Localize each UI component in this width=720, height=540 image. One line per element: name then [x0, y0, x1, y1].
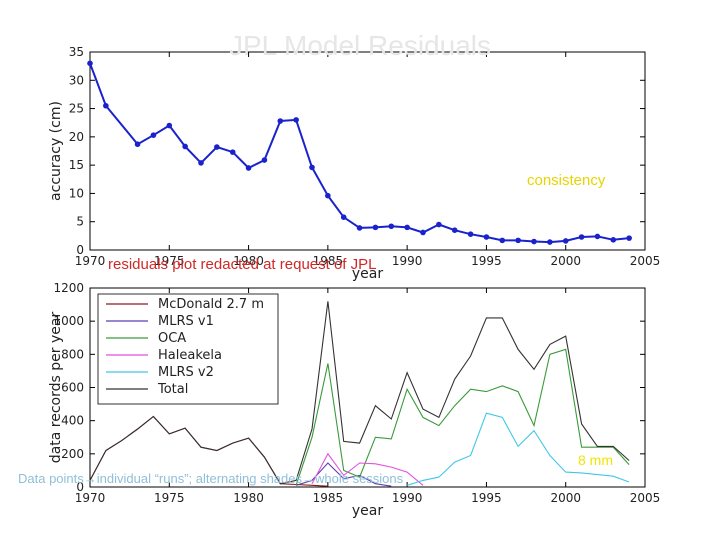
accuracy-x-tick-label: 1985 [313, 254, 344, 268]
accuracy-data-point [388, 223, 395, 230]
accuracy-data-point [436, 221, 442, 228]
consistency-annotation: consistency [527, 172, 606, 189]
haleakela-series-line [311, 452, 424, 486]
accuracy-data-point [325, 192, 331, 199]
accuracy-data-point [499, 237, 506, 244]
accuracy-data-point [356, 225, 363, 231]
accuracy-series-line [89, 62, 630, 244]
accuracy-data-point [182, 143, 188, 150]
accuracy-data-point [594, 233, 601, 240]
accuracy-data-point [261, 157, 268, 163]
accuracy-data-point [134, 141, 141, 148]
caption-annotation: Data points→individual “runs”; alternati… [18, 471, 404, 486]
total-series-line [89, 301, 630, 485]
accuracy-y-tick-label: 25 [69, 102, 84, 116]
records-y-tick-label: 600 [61, 381, 84, 395]
records-x-tick-label: 1970 [75, 491, 106, 505]
legend-entry: Haleakela [158, 348, 222, 363]
legend-box [97, 293, 279, 405]
accuracy-data-point [150, 132, 157, 138]
accuracy-x-tick-label: 1975 [154, 254, 185, 268]
accuracy-plot-frame [89, 51, 646, 251]
records-x-tick-label: 1975 [154, 491, 185, 505]
records-y-tick-label: 400 [61, 414, 84, 428]
accuracy-y-tick-label: 30 [69, 73, 84, 87]
accuracy-data-point [103, 102, 109, 109]
accuracy-data-point [578, 234, 585, 240]
records-y-tick-label: 200 [61, 447, 84, 461]
accuracy-data-point [404, 224, 410, 231]
legend-entry: McDonald 2.7 m [158, 297, 264, 312]
accuracy-data-point [87, 60, 93, 67]
accuracy-y-tick-label: 5 [76, 215, 84, 229]
legend-entry: MLRS v1 [158, 314, 214, 329]
mlrs-v2-series-line [406, 412, 630, 486]
accuracy-data-point [531, 238, 537, 245]
records-x-tick-label: 1980 [233, 491, 264, 505]
records-x-tick-label: 1995 [471, 491, 502, 505]
accuracy-data-point [483, 234, 490, 240]
accuracy-data-point [451, 227, 458, 233]
redaction-notice: residuals plot redacted at request of JP… [108, 256, 377, 273]
legend-entry: Total [157, 382, 188, 397]
accuracy-x-tick-label: 2005 [630, 254, 661, 268]
accuracy-y-axis-label: accuracy (cm) [48, 101, 64, 201]
legend-entry: MLRS v2 [158, 365, 214, 380]
accuracy-data-point [166, 122, 173, 129]
accuracy-data-point [547, 239, 553, 245]
records-x-tick-label: 2000 [550, 491, 581, 505]
accuracy-y-tick-label: 10 [69, 186, 84, 200]
accuracy-data-point [610, 237, 617, 243]
accuracy-y-tick-label: 15 [69, 158, 84, 172]
accuracy-data-point [340, 214, 347, 220]
accuracy-data-point [309, 164, 315, 171]
accuracy-data-point [277, 118, 284, 124]
records-y-tick-label: 1000 [53, 314, 84, 328]
records-y-axis-label: data records per year [48, 312, 64, 464]
records-y-tick-label: 0 [76, 480, 84, 494]
accuracy-data-point [198, 160, 204, 166]
accuracy-x-tick-label: 1970 [75, 254, 106, 268]
accuracy-data-point [467, 231, 474, 237]
records-x-tick-label: 2005 [630, 491, 661, 505]
accuracy-data-point [626, 235, 632, 241]
records-y-tick-label: 800 [61, 347, 84, 361]
accuracy-data-point [229, 149, 236, 155]
slide-title: JPL Model Residuals [229, 30, 491, 61]
accuracy-x-tick-label: 1995 [471, 254, 502, 268]
records-y-tick-label: 1200 [53, 281, 84, 295]
mlrs-v1-series-line [295, 462, 392, 487]
accuracy-y-tick-label: 0 [76, 243, 84, 257]
accuracy-data-point [372, 224, 379, 231]
legend-entry: OCA [158, 331, 186, 346]
oca-series-line [295, 348, 630, 486]
accuracy-y-tick-label: 20 [69, 130, 84, 144]
accuracy-data-point [420, 229, 426, 236]
records-x-tick-label: 1985 [313, 491, 344, 505]
accuracy-data-point [214, 144, 220, 150]
accuracy-data-point [245, 165, 252, 171]
accuracy-x-tick-label: 1980 [233, 254, 264, 268]
records-x-tick-label: 1990 [392, 491, 423, 505]
mm-annotation: 8 mm [578, 452, 613, 468]
accuracy-data-point [515, 237, 521, 244]
accuracy-data-point [562, 238, 569, 244]
accuracy-data-point [293, 117, 299, 123]
accuracy-y-tick-label: 35 [69, 45, 84, 59]
accuracy-x-tick-label: 1990 [392, 254, 423, 268]
accuracy-x-tick-label: 2000 [550, 254, 581, 268]
accuracy-x-axis-label: year [352, 266, 383, 282]
records-x-axis-label: year [352, 503, 383, 519]
